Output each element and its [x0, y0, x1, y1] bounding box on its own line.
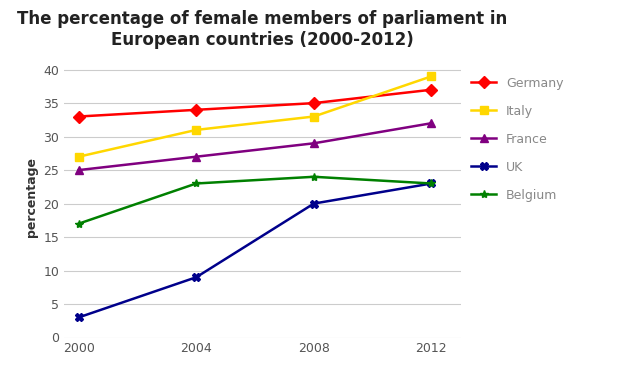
- Italy: [75, 154, 83, 159]
- Belgium: [428, 181, 435, 186]
- France: [75, 168, 83, 172]
- Y-axis label: percentage: percentage: [25, 157, 38, 237]
- France: [193, 154, 200, 159]
- UK: [193, 275, 200, 279]
- Italy: [428, 74, 435, 79]
- Germany: [193, 108, 200, 112]
- France: [428, 121, 435, 126]
- UK: [428, 181, 435, 186]
- Germany: [310, 101, 317, 105]
- Line: France: France: [74, 119, 436, 174]
- Italy: [193, 128, 200, 132]
- UK: [75, 315, 83, 320]
- Line: Italy: Italy: [74, 72, 436, 161]
- Line: Germany: Germany: [74, 86, 436, 121]
- Belgium: [310, 174, 317, 179]
- Belgium: [193, 181, 200, 186]
- Germany: [75, 114, 83, 119]
- UK: [310, 201, 317, 206]
- Belgium: [75, 221, 83, 226]
- France: [310, 141, 317, 146]
- Line: UK: UK: [74, 179, 436, 322]
- Legend: Germany, Italy, France, UK, Belgium: Germany, Italy, France, UK, Belgium: [471, 76, 563, 202]
- Italy: [310, 114, 317, 119]
- Title: The percentage of female members of parliament in
European countries (2000-2012): The percentage of female members of parl…: [17, 10, 508, 49]
- Line: Belgium: Belgium: [74, 172, 436, 228]
- Germany: [428, 87, 435, 92]
